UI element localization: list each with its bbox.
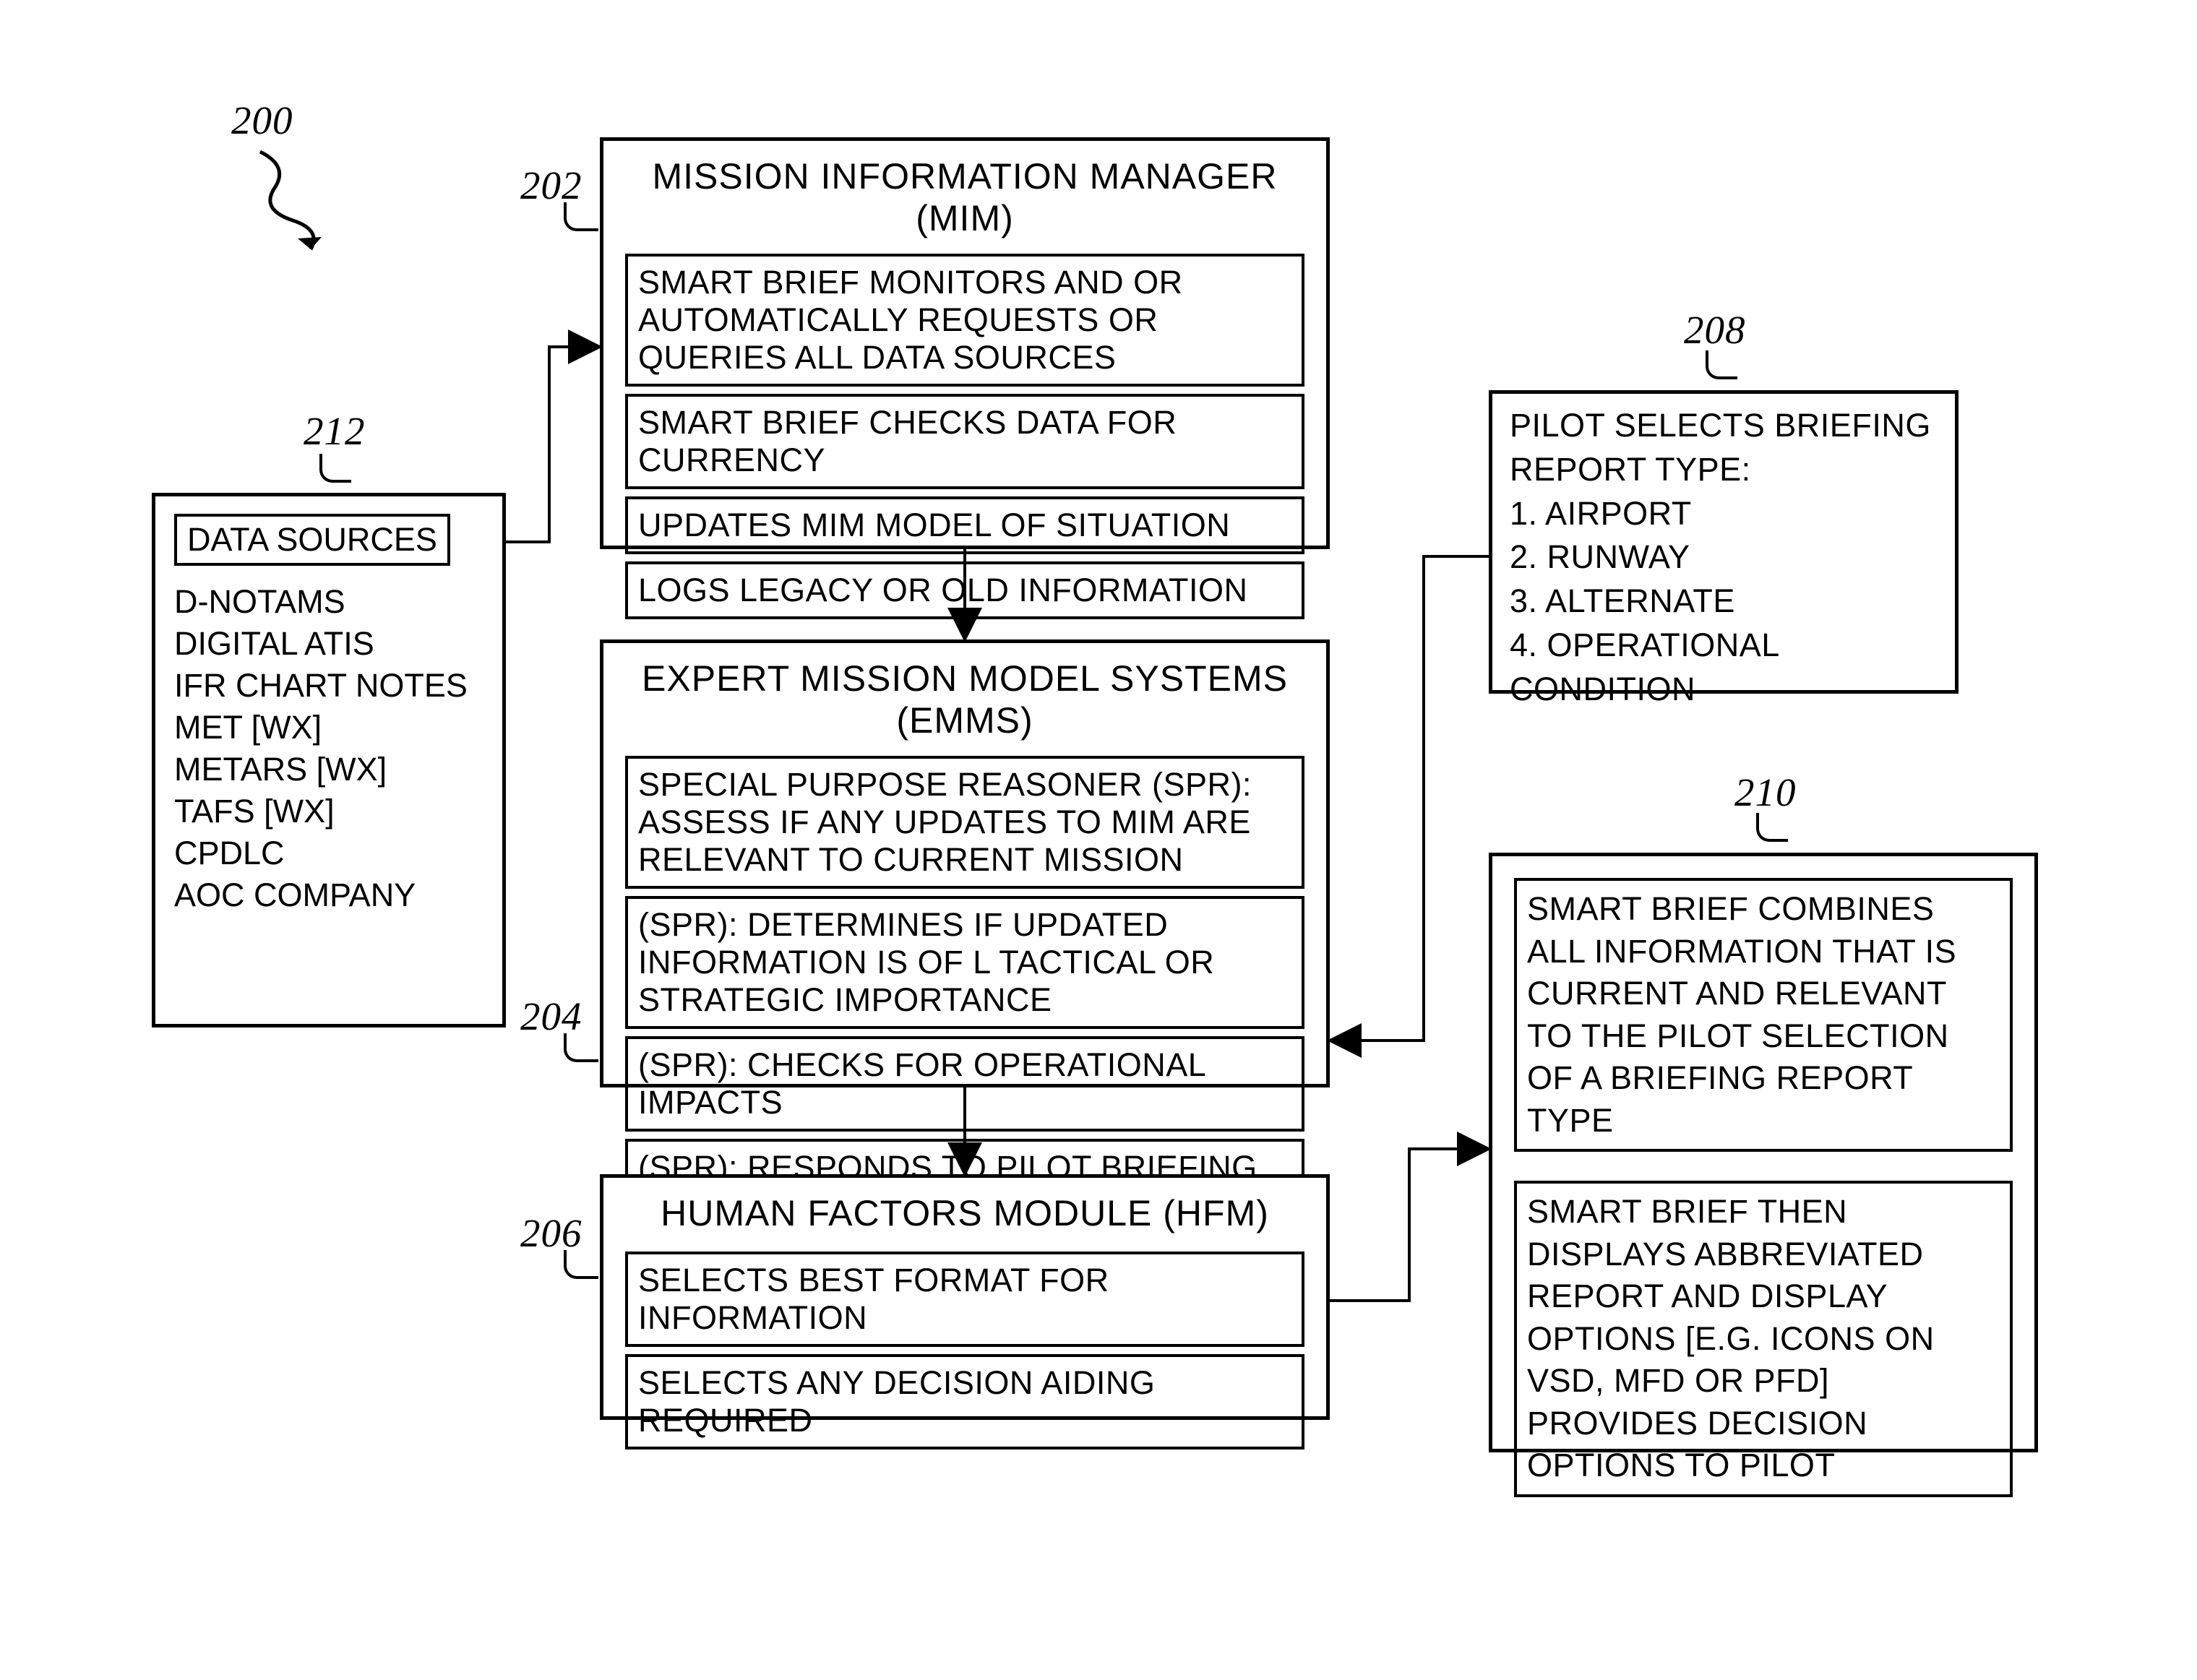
data-sources-item: CPDLC	[174, 835, 483, 872]
box-emms: EXPERT MISSION MODEL SYSTEMS (EMMS) SPEC…	[600, 639, 1330, 1087]
data-sources-item: MET [WX]	[174, 709, 483, 746]
data-sources-item: METARS [WX]	[174, 751, 483, 788]
ref-tick-icon	[1756, 813, 1788, 842]
pilot-select-line: REPORT TYPE:	[1510, 448, 1938, 492]
box-output: SMART BRIEF COMBINES ALL INFORMATION THA…	[1489, 853, 2038, 1452]
emms-title: EXPERT MISSION MODEL SYSTEMS (EMMS)	[603, 643, 1326, 749]
data-sources-item: TAFS [WX]	[174, 793, 483, 830]
ref-tick-icon	[564, 1033, 598, 1062]
data-sources-item: IFR CHART NOTES	[174, 667, 483, 705]
data-sources-item: AOC COMPANY	[174, 876, 483, 914]
ref-label-212: 212	[304, 408, 366, 454]
ref-tick-icon	[564, 1250, 598, 1279]
ref-label-206: 206	[520, 1210, 582, 1256]
hfm-subbox: SELECTS BEST FORMAT FOR INFORMATION	[625, 1252, 1304, 1347]
mim-subbox: LOGS LEGACY OR OLD INFORMATION	[625, 561, 1304, 619]
pilot-select-line: PILOT SELECTS BRIEFING	[1510, 404, 1938, 448]
box-pilot-select: PILOT SELECTS BRIEFING REPORT TYPE: 1. A…	[1489, 390, 1959, 694]
diagram-canvas: { "diagram": { "type": "flowchart", "fig…	[0, 0, 2197, 1680]
box-data-sources: DATA SOURCES D-NOTAMS DIGITAL ATIS IFR C…	[152, 493, 506, 1028]
box-hfm: HUMAN FACTORS MODULE (HFM) SELECTS BEST …	[600, 1174, 1330, 1420]
data-sources-header: DATA SOURCES	[174, 514, 450, 566]
data-sources-item: DIGITAL ATIS	[174, 625, 483, 663]
box-mim: MISSION INFORMATION MANAGER (MIM) SMART …	[600, 137, 1330, 549]
pilot-select-line: 2. RUNWAY	[1510, 535, 1938, 580]
ref-label-202: 202	[520, 163, 582, 208]
ref-tick-icon	[1706, 350, 1737, 379]
squiggle-arrow-icon	[253, 145, 354, 260]
emms-subbox: (SPR): CHECKS FOR OPERATIONAL IMPACTS	[625, 1036, 1304, 1132]
figure-label-200: 200	[231, 98, 293, 143]
mim-subbox: SMART BRIEF CHECKS DATA FOR CURRENCY	[625, 394, 1304, 489]
data-sources-item: D-NOTAMS	[174, 583, 483, 621]
pilot-select-line: 3. ALTERNATE	[1510, 580, 1938, 624]
emms-subbox: (SPR): DETERMINES IF UPDATED INFORMATION…	[625, 896, 1304, 1029]
emms-subbox: SPECIAL PURPOSE REASONER (SPR): ASSESS I…	[625, 756, 1304, 889]
mim-title: MISSION INFORMATION MANAGER (MIM)	[603, 141, 1326, 246]
hfm-subbox: SELECTS ANY DECISION AIDING REQUIRED	[625, 1354, 1304, 1449]
pilot-select-line: 4. OPERATIONAL CONDITION	[1510, 624, 1938, 712]
mim-subbox: UPDATES MIM MODEL OF SITUATION	[625, 496, 1304, 554]
ref-tick-icon	[319, 454, 351, 483]
ref-tick-icon	[564, 202, 598, 231]
pilot-select-line: 1. AIRPORT	[1510, 492, 1938, 536]
output-subbox: SMART BRIEF THEN DISPLAYS ABBREVIATED RE…	[1514, 1181, 2013, 1497]
output-subbox: SMART BRIEF COMBINES ALL INFORMATION THA…	[1514, 878, 2013, 1152]
ref-label-208: 208	[1684, 307, 1746, 353]
hfm-title: HUMAN FACTORS MODULE (HFM)	[603, 1178, 1326, 1244]
ref-label-204: 204	[520, 994, 582, 1039]
ref-label-210: 210	[1734, 770, 1797, 815]
mim-subbox: SMART BRIEF MONITORS AND OR AUTOMATICALL…	[625, 254, 1304, 387]
